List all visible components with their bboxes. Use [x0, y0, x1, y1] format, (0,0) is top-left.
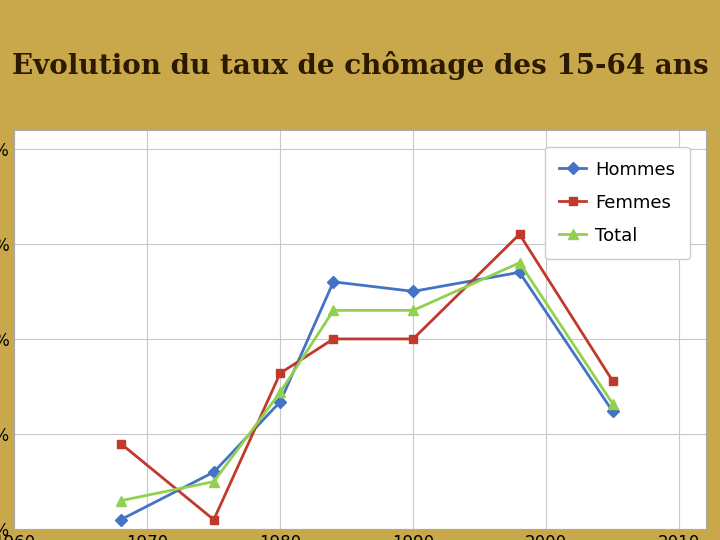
- Femmes: [409, 336, 418, 342]
- Legend: Hommes, Femmes, Total: Hommes, Femmes, Total: [544, 147, 690, 259]
- Hommes: [329, 279, 338, 285]
- Line: Femmes: Femmes: [117, 230, 617, 524]
- Total: [409, 307, 418, 314]
- Total: [516, 260, 524, 266]
- Hommes: [516, 269, 524, 275]
- Femmes: [516, 231, 524, 238]
- Hommes: [409, 288, 418, 295]
- Hommes: [210, 469, 218, 475]
- Total: [608, 400, 617, 407]
- Femmes: [210, 516, 218, 523]
- Femmes: [329, 336, 338, 342]
- Femmes: [276, 370, 284, 376]
- Line: Total: Total: [116, 258, 618, 505]
- Total: [276, 389, 284, 395]
- Line: Hommes: Hommes: [117, 268, 617, 524]
- Hommes: [608, 408, 617, 415]
- Femmes: [608, 377, 617, 384]
- Total: [117, 497, 125, 504]
- Total: [329, 307, 338, 314]
- Hommes: [276, 399, 284, 405]
- Total: [210, 478, 218, 485]
- Text: Evolution du taux de chômage des 15-64 ans: Evolution du taux de chômage des 15-64 a…: [12, 51, 708, 80]
- Hommes: [117, 516, 125, 523]
- Femmes: [117, 440, 125, 447]
